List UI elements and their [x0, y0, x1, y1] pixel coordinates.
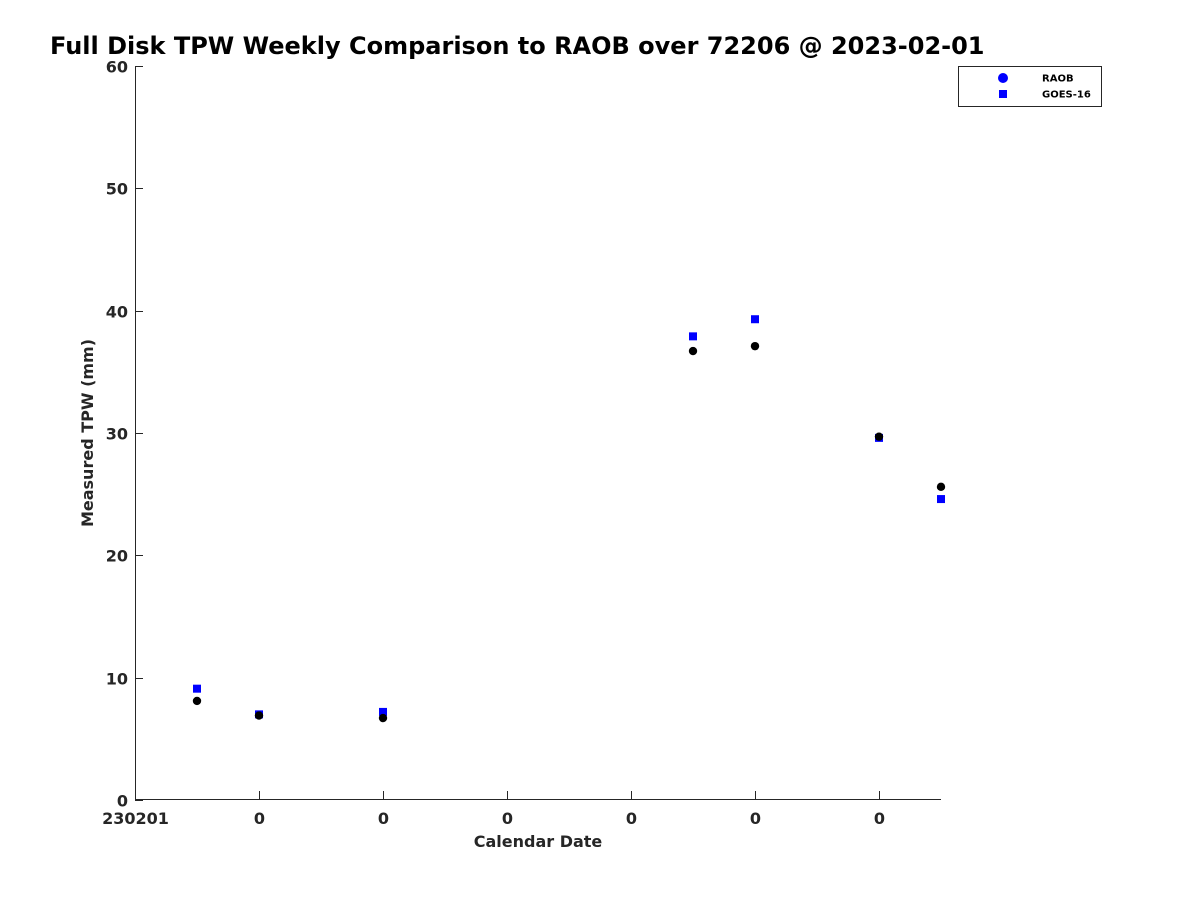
- chart-title: Full Disk TPW Weekly Comparison to RAOB …: [50, 32, 985, 60]
- y-ticks: 0 10 20 30 40 50 60: [106, 58, 143, 811]
- goes16-point: [193, 684, 201, 693]
- x-axis-label: Calendar Date: [474, 832, 603, 851]
- x-ticks: 230201 0 0 0 0 0 0: [102, 791, 885, 828]
- raob-point: [874, 432, 884, 441]
- y-axis-label: Measured TPW (mm): [78, 339, 97, 527]
- legend-label: GOES-16: [1042, 90, 1091, 101]
- x-tick-label: 0: [254, 809, 265, 828]
- legend-circle-marker: [998, 73, 1008, 83]
- y-tick-label: 0: [117, 792, 128, 811]
- x-tick-label: 0: [874, 809, 885, 828]
- x-tick-label: 0: [502, 809, 513, 828]
- axes: [135, 66, 941, 800]
- x-tick-label: 0: [378, 809, 389, 828]
- raob-point: [936, 482, 946, 492]
- x-tick-label: 230201: [102, 809, 169, 828]
- raob-point: [750, 341, 760, 351]
- legend: RAOB GOES-16: [958, 66, 1102, 107]
- y-tick-label: 60: [106, 58, 128, 77]
- y-tick-label: 10: [106, 670, 128, 689]
- legend-box: [958, 66, 1102, 107]
- y-tick-label: 50: [106, 180, 128, 199]
- y-tick-label: 20: [106, 547, 128, 566]
- legend-label: RAOB: [1042, 74, 1074, 85]
- goes16-point: [379, 707, 387, 716]
- goes16-point: [937, 495, 945, 504]
- y-tick-label: 30: [106, 425, 128, 444]
- raob-point: [254, 711, 264, 720]
- x-tick-label: 0: [750, 809, 761, 828]
- goes16-point: [751, 315, 759, 324]
- goes16-point: [689, 332, 697, 341]
- raob-point: [378, 713, 388, 723]
- data-points: [192, 315, 946, 723]
- y-tick-label: 40: [106, 303, 128, 322]
- raob-point: [688, 346, 698, 356]
- x-tick-label: 0: [626, 809, 637, 828]
- raob-point: [192, 696, 202, 706]
- legend-square-marker: [999, 90, 1007, 98]
